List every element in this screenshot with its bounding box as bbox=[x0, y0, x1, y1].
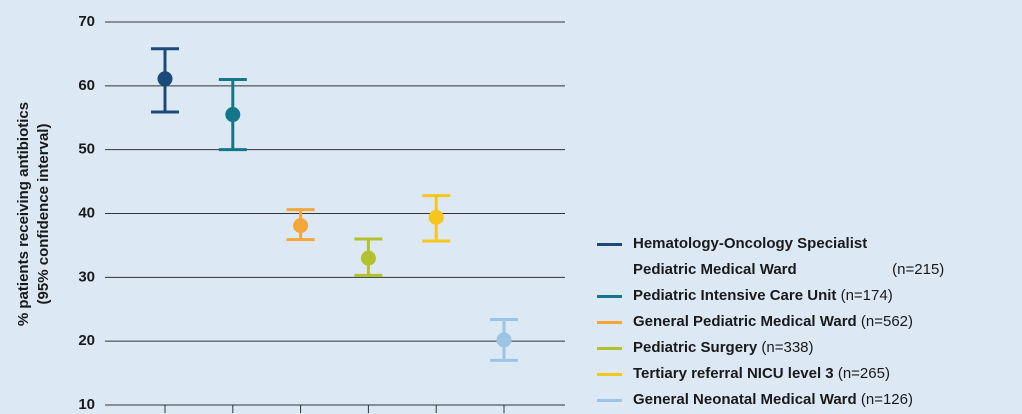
y-tick-label: 60 bbox=[78, 77, 95, 94]
legend-swatch bbox=[597, 243, 622, 246]
legend-note: (n=215) bbox=[892, 261, 945, 278]
y-axis-label: (95% confidence interval) bbox=[35, 124, 52, 305]
legend-note: (n=338) bbox=[761, 339, 814, 356]
point bbox=[157, 71, 173, 87]
point bbox=[496, 332, 512, 348]
legend-item: General Neonatal Medical Ward (n=126) bbox=[597, 387, 1022, 413]
legend-item: Tertiary referral NICU level 3 (n=265) bbox=[597, 361, 1022, 387]
y-tick-label: 30 bbox=[78, 268, 95, 285]
point bbox=[293, 218, 309, 234]
y-axis-label: % patients receiving antibiotics bbox=[15, 102, 32, 326]
legend-name: Tertiary referral NICU level 3 bbox=[633, 365, 834, 382]
legend-label: Pediatric Surgery (n=338) bbox=[633, 335, 814, 361]
y-tick-label: 20 bbox=[78, 332, 95, 349]
legend-item: Hematology-Oncology Specialist Pediatric… bbox=[597, 231, 1022, 283]
legend: Hematology-Oncology Specialist Pediatric… bbox=[597, 231, 1022, 413]
legend-item: General Pediatric Medical Ward (n=562) bbox=[597, 309, 1022, 335]
legend-label: Pediatric Intensive Care Unit (n=174) bbox=[633, 283, 893, 309]
point bbox=[428, 209, 444, 225]
point bbox=[225, 107, 241, 123]
legend-item: Pediatric Surgery (n=338) bbox=[597, 335, 1022, 361]
point bbox=[360, 250, 376, 266]
legend-swatch bbox=[597, 295, 622, 298]
legend-name: Pediatric Surgery bbox=[633, 339, 758, 356]
legend-name: General Pediatric Medical Ward bbox=[633, 313, 857, 330]
legend-note: (n=562) bbox=[860, 313, 913, 330]
y-tick-label: 50 bbox=[78, 141, 95, 158]
legend-swatch bbox=[597, 321, 622, 324]
legend-swatch bbox=[597, 347, 622, 350]
legend-label: Hematology-Oncology Specialist Pediatric… bbox=[633, 231, 944, 283]
legend-note: (n=174) bbox=[840, 287, 893, 304]
legend-label: General Neonatal Medical Ward (n=126) bbox=[633, 387, 913, 413]
y-tick-label: 40 bbox=[78, 204, 95, 221]
legend-name: Hematology-Oncology Specialist Pediatric… bbox=[633, 235, 868, 278]
legend-name: General Neonatal Medical Ward bbox=[633, 391, 857, 408]
legend-name: Pediatric Intensive Care Unit bbox=[633, 287, 837, 304]
y-tick-label: 70 bbox=[78, 13, 95, 30]
legend-label: Tertiary referral NICU level 3 (n=265) bbox=[633, 361, 890, 387]
legend-note: (n=126) bbox=[860, 391, 913, 408]
legend-note: (n=265) bbox=[837, 365, 890, 382]
legend-swatch bbox=[597, 373, 622, 376]
legend-item: Pediatric Intensive Care Unit (n=174) bbox=[597, 283, 1022, 309]
y-tick-label: 10 bbox=[78, 396, 95, 413]
legend-label: General Pediatric Medical Ward (n=562) bbox=[633, 309, 913, 335]
legend-swatch bbox=[597, 399, 622, 402]
